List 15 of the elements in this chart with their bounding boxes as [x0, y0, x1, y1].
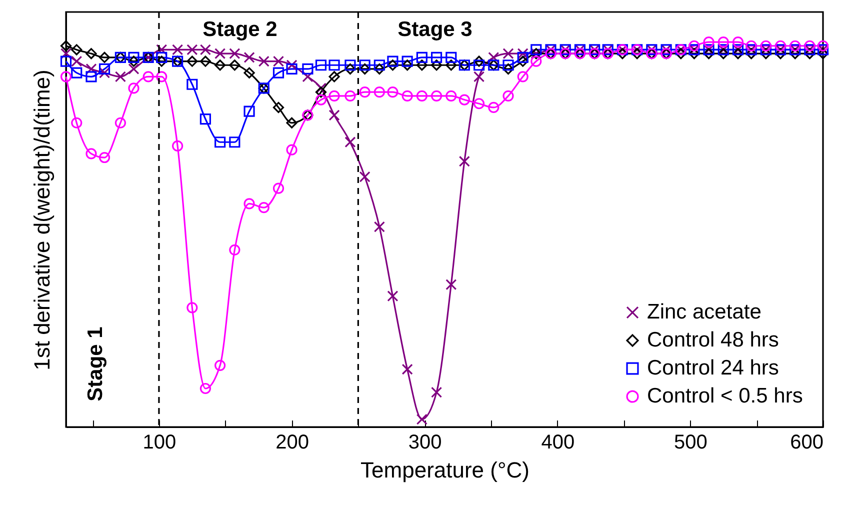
x-tick-label: 200: [276, 432, 309, 454]
x-tick-label: 100: [142, 432, 176, 454]
x-tick-label: 600: [790, 432, 824, 454]
legend-label: Control < 0.5 hrs: [647, 384, 803, 408]
text: Stage 3: [398, 18, 472, 41]
legend-label: Control 48 hrs: [647, 328, 779, 352]
text: Stage 2: [202, 18, 278, 41]
legend-label: Zinc acetate: [647, 300, 762, 324]
x-tick-label: 500: [674, 432, 708, 454]
y-axis-title: 1st derivative d(weight)/d(time): [30, 70, 54, 370]
annotation: Stage 1: [84, 326, 107, 402]
x-tick-label: 300: [408, 432, 442, 454]
legend-label: Control 24 hrs: [647, 356, 779, 380]
x-axis-title: Temperature (°C): [360, 458, 530, 482]
x-tick-label: 400: [541, 432, 575, 454]
